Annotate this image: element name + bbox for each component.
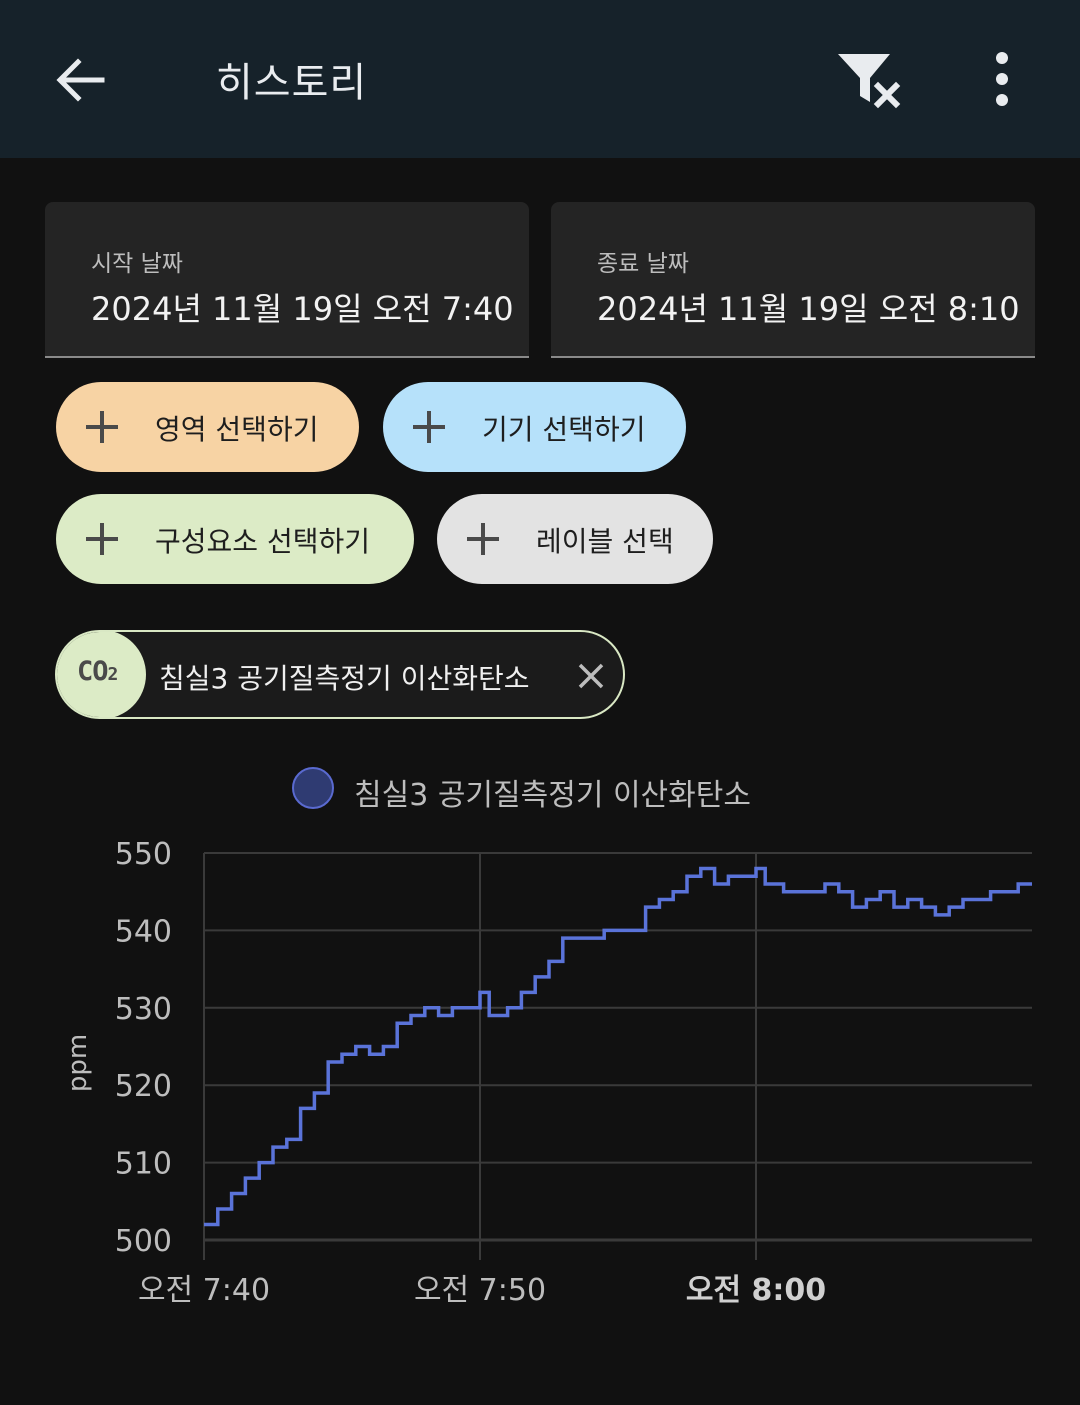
filter-remove-icon	[838, 54, 901, 109]
more-options-button[interactable]	[976, 48, 1028, 112]
start-date-field[interactable]: 시작 날짜 2024년 11월 19일 오전 7:40	[45, 202, 529, 358]
more-vert-icon	[996, 52, 1008, 106]
page-title: 히스토리	[216, 60, 368, 106]
series-line	[204, 866, 1032, 1227]
select-component-chip[interactable]: 구성요소 선택하기	[56, 494, 414, 584]
chip-label: 기기 선택하기	[482, 413, 646, 446]
plus-icon	[467, 523, 499, 555]
co2-badge-subscript: 2	[107, 664, 119, 685]
plus-icon	[86, 411, 118, 443]
back-button[interactable]	[48, 48, 112, 112]
plus-icon	[413, 411, 445, 443]
close-icon[interactable]	[573, 658, 609, 694]
end-date-field[interactable]: 종료 날짜 2024년 11월 19일 오전 8:10	[551, 202, 1035, 358]
select-area-chip[interactable]: 영역 선택하기	[56, 382, 359, 472]
y-tick-label: 500	[115, 1224, 172, 1259]
end-date-value: 2024년 11월 19일 오전 8:10	[597, 290, 1020, 328]
y-tick-label: 510	[115, 1147, 172, 1182]
co2-badge-text: CO	[77, 656, 109, 687]
x-tick-label: 오전 7:50	[414, 1273, 546, 1308]
legend-label[interactable]: 침실3 공기질측정기 이산화탄소	[354, 778, 751, 813]
co2-icon: CO2	[57, 632, 146, 717]
clear-filter-button[interactable]	[832, 46, 908, 116]
x-tick-label: 오전 8:00	[686, 1273, 826, 1308]
selected-entity-chip[interactable]: CO2 침실3 공기질측정기 이산화탄소	[55, 630, 625, 719]
chip-label: 레이블 선택	[536, 525, 674, 558]
arrow-left-icon	[56, 58, 105, 102]
start-date-label: 시작 날짜	[91, 251, 183, 277]
end-date-label: 종료 날짜	[597, 251, 689, 277]
y-tick-label: 540	[115, 914, 172, 949]
y-tick-label: 520	[115, 1069, 172, 1104]
legend-swatch[interactable]	[292, 767, 334, 809]
select-label-chip[interactable]: 레이블 선택	[437, 494, 713, 584]
selected-entity-name: 침실3 공기질측정기 이산화탄소	[159, 662, 530, 695]
co2-history-chart[interactable]: 500 510 520 530 540 550 오전 7:40 오전 7:50 오전 8:00	[0, 820, 1080, 1340]
chip-label: 구성요소 선택하기	[155, 525, 370, 558]
y-tick-label: 530	[115, 992, 172, 1027]
chip-label: 영역 선택하기	[155, 413, 319, 446]
start-date-value: 2024년 11월 19일 오전 7:40	[91, 290, 514, 328]
y-tick-label: 550	[115, 837, 172, 872]
plus-icon	[86, 523, 118, 555]
app-bar: 히스토리	[0, 0, 1080, 158]
select-device-chip[interactable]: 기기 선택하기	[383, 382, 686, 472]
x-tick-label: 오전 7:40	[138, 1273, 270, 1308]
